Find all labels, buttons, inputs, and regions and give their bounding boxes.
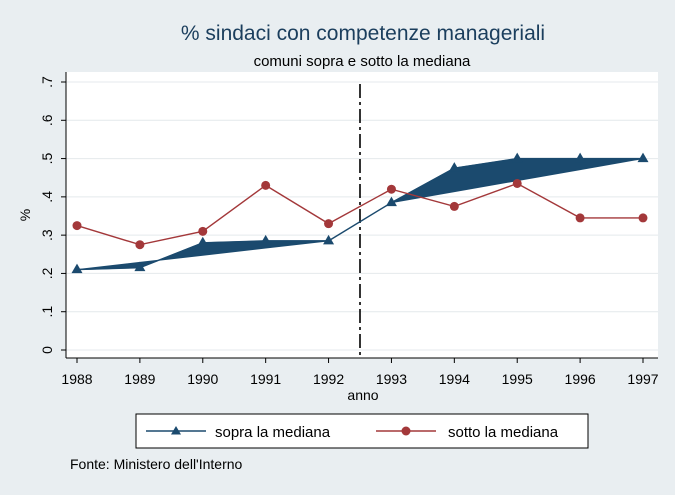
legend-box <box>135 413 589 449</box>
series-1-marker <box>198 226 208 236</box>
legend-label-sotto: sotto la mediana <box>448 424 559 441</box>
series-markers <box>71 152 649 274</box>
plot-area <box>66 72 658 358</box>
y-tick-label: .6 <box>39 114 55 126</box>
series-1-marker <box>638 213 648 223</box>
series-1-marker <box>386 184 396 194</box>
y-tick-label: .2 <box>39 267 55 279</box>
series-0-marker <box>134 261 146 272</box>
series-1-marker <box>324 219 334 229</box>
x-tick-label: 1988 <box>61 371 92 387</box>
chart-title: % sindaci con competenze manageriali <box>181 22 545 45</box>
y-axis-title: % <box>17 209 33 221</box>
gridlines <box>66 81 658 351</box>
legend-label-sopra: sopra la mediana <box>215 424 331 441</box>
series-0-marker <box>197 236 209 247</box>
series-0-marker <box>448 162 460 172</box>
series-1-marker <box>449 201 459 211</box>
legend-marker-sopra <box>171 426 181 435</box>
legend-marker-sotto <box>401 426 411 436</box>
source-note: Fonte: Ministero dell'Interno <box>70 456 243 472</box>
y-axis-ticks: 0 .1 .2 .3 .4 .5 .6 .7 <box>39 72 67 358</box>
series-0-marker <box>385 196 397 207</box>
series-0-marker <box>71 263 83 274</box>
y-tick-label: 0 <box>39 346 55 354</box>
series-line-1 <box>76 182 643 246</box>
x-tick-label: 1996 <box>565 371 596 387</box>
y-tick-label: .7 <box>39 76 55 88</box>
x-tick-label: 1994 <box>439 371 470 387</box>
x-tick-label: 1992 <box>313 371 344 387</box>
x-tick-label: 1990 <box>187 371 218 387</box>
chart-subtitle: comuni sopra e sotto la mediana <box>254 53 471 70</box>
y-tick-label: .3 <box>39 229 55 241</box>
x-tick-label: 1995 <box>502 371 533 387</box>
x-tick-label: 1989 <box>124 371 155 387</box>
series-1-marker <box>512 178 522 188</box>
x-axis-title: anno <box>347 387 378 403</box>
series-1-marker <box>261 180 271 190</box>
x-tick-label: 1997 <box>627 371 658 387</box>
series-0-marker <box>323 234 335 245</box>
series-line-0 <box>76 157 643 271</box>
y-tick-label: .5 <box>39 153 55 165</box>
series-0-marker <box>637 152 649 163</box>
y-tick-label: .1 <box>39 306 55 318</box>
x-tick-label: 1991 <box>250 371 281 387</box>
series-lines <box>76 157 643 271</box>
series-0-marker <box>260 234 272 245</box>
series-0-marker <box>574 152 586 163</box>
x-tick-label: 1993 <box>376 371 407 387</box>
x-axis-ticks: 1988 1989 1990 1991 1992 1993 1994 1995 1996 1997 <box>61 357 659 387</box>
y-tick-label: .4 <box>39 191 55 203</box>
legend: sopra la mediana sotto la mediana <box>135 413 589 449</box>
series-1-marker <box>135 240 145 250</box>
series-1-marker <box>575 213 585 223</box>
series-0-marker <box>511 152 523 163</box>
series-1-marker <box>72 221 82 231</box>
